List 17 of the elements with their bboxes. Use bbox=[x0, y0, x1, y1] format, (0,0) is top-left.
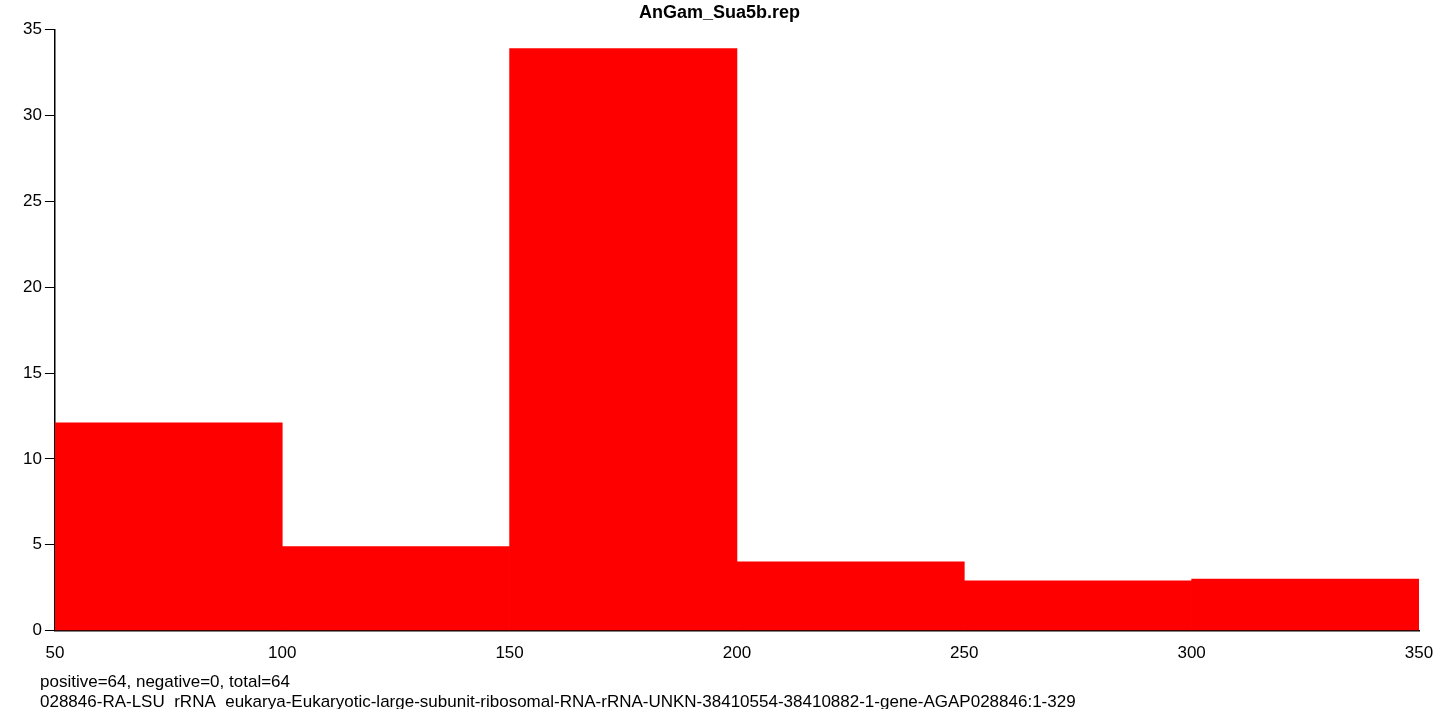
y-tick-label: 10 bbox=[22, 448, 42, 468]
y-tick-label: 35 bbox=[22, 19, 42, 39]
y-tick-label: 0 bbox=[32, 620, 42, 640]
chart-title: AnGam_Sua5b.rep bbox=[638, 1, 801, 22]
x-tick-label: 200 bbox=[722, 643, 752, 663]
x-tick-label: 100 bbox=[268, 643, 297, 663]
y-tick-label: 25 bbox=[22, 191, 42, 210]
x-tick-label: 250 bbox=[950, 643, 979, 663]
text: positive=64, negative=0, total=64 bbox=[40, 671, 290, 691]
x-tick-label: 300 bbox=[1177, 643, 1206, 663]
y-tick-label: 30 bbox=[22, 105, 42, 125]
y-tick-label: 20 bbox=[22, 276, 42, 296]
y-tick-label: 5 bbox=[32, 534, 42, 554]
x-tick-label: 50 bbox=[45, 643, 65, 663]
x-tick-label: 350 bbox=[1404, 643, 1434, 663]
y-tick-label: 15 bbox=[22, 362, 42, 382]
x-tick-label: 150 bbox=[495, 643, 524, 663]
